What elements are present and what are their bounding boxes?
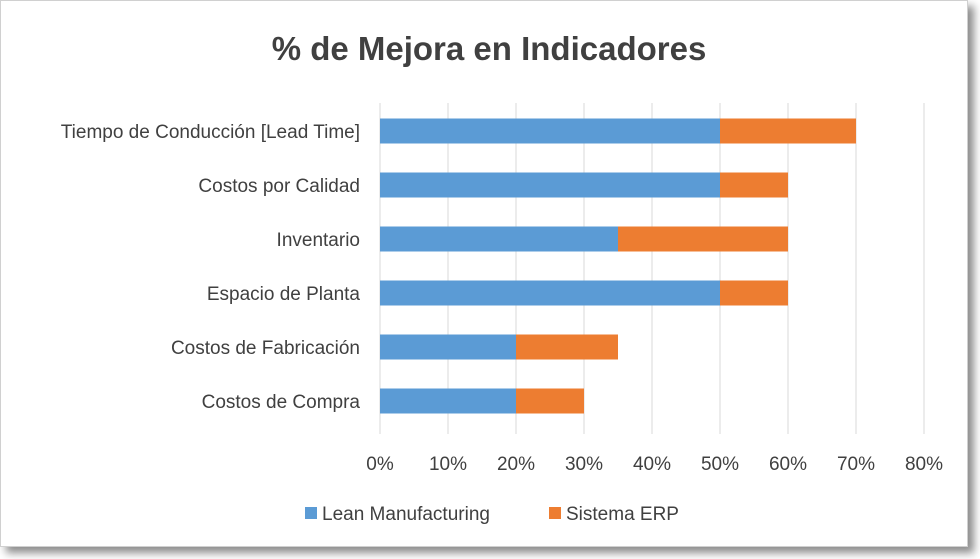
bar-sistema-erp — [720, 172, 788, 198]
x-tick-label: 20% — [497, 454, 535, 475]
x-tick-label: 80% — [905, 454, 943, 475]
x-tick-label: 30% — [565, 454, 603, 475]
x-tick-label: 40% — [633, 454, 671, 475]
category-label: Tiempo de Conducción [Lead Time] — [61, 122, 360, 143]
bar-lean-manufacturing — [380, 280, 720, 306]
category-label: Costos de Compra — [202, 392, 361, 413]
legend-label: Lean Manufacturing — [322, 504, 490, 525]
bar-lean-manufacturing — [380, 226, 618, 252]
category-labels: Tiempo de Conducción [Lead Time] Costos p… — [61, 122, 361, 413]
category-label: Costos por Calidad — [198, 176, 360, 197]
bar-sistema-erp — [516, 388, 584, 414]
category-label: Costos de Fabricación — [171, 338, 360, 359]
x-tick-label: 10% — [429, 454, 467, 475]
bar-sistema-erp — [618, 226, 788, 252]
bar-sistema-erp — [516, 334, 618, 360]
bar-lean-manufacturing — [380, 172, 720, 198]
x-tick-label: 0% — [366, 454, 394, 475]
x-tick-label: 70% — [837, 454, 875, 475]
chart-title: % de Mejora en Indicadores — [272, 30, 707, 67]
bar-lean-manufacturing — [380, 118, 720, 144]
legend-swatch — [549, 507, 561, 519]
x-tick-label: 50% — [701, 454, 739, 475]
bars — [380, 118, 856, 414]
bar-sistema-erp — [720, 280, 788, 306]
category-label: Inventario — [277, 230, 360, 251]
legend: Lean Manufacturing Sistema ERP — [305, 504, 679, 525]
grid-lines — [379, 103, 925, 434]
category-label: Espacio de Planta — [207, 284, 361, 305]
bar-sistema-erp — [720, 118, 856, 144]
x-tick-labels: 0% 10% 20% 30% 40% 50% 60% 70% 80% — [366, 454, 943, 475]
bar-lean-manufacturing — [380, 388, 516, 414]
chart-frame — [0, 0, 968, 547]
legend-label: Sistema ERP — [566, 504, 679, 525]
x-tick-label: 60% — [769, 454, 807, 475]
bar-lean-manufacturing — [380, 334, 516, 360]
legend-swatch — [305, 507, 317, 519]
